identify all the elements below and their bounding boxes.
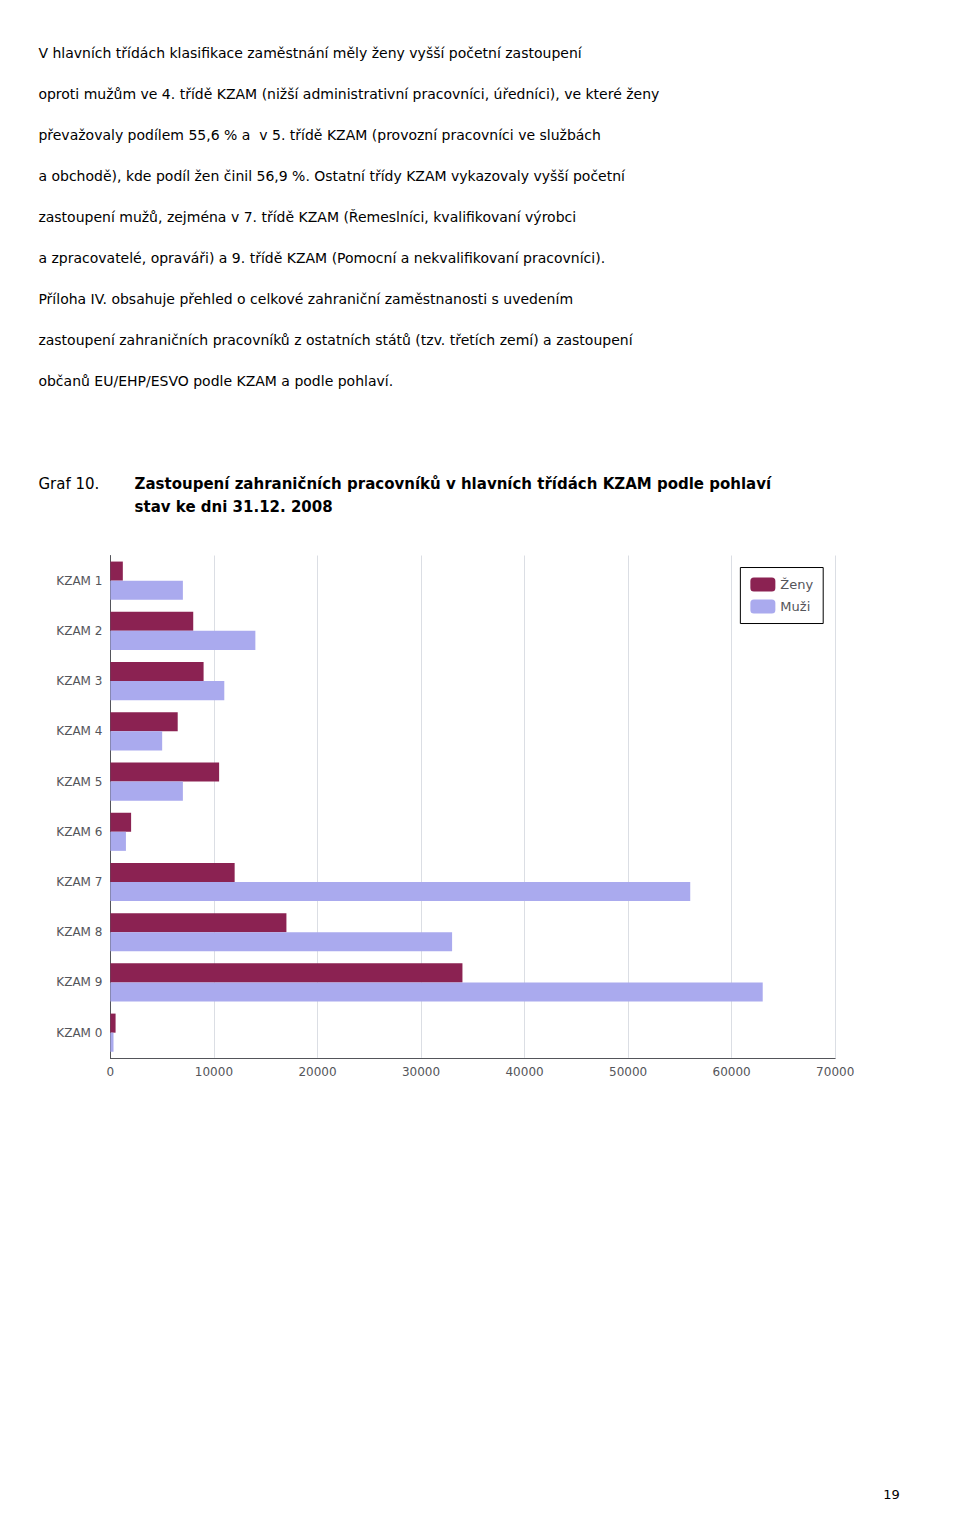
svg-text:KZAM 0: KZAM 0 (56, 1026, 102, 1040)
svg-text:KZAM 6: KZAM 6 (56, 825, 102, 839)
svg-text:občanů EU/EHP/ESVO podle KZAM: občanů EU/EHP/ESVO podle KZAM a podle po… (38, 373, 393, 389)
svg-text:a obchodě), kde podíl žen čini: a obchodě), kde podíl žen činil 56,9 %. … (38, 168, 626, 184)
svg-text:Graf 10.: Graf 10. (38, 475, 99, 493)
svg-text:70000: 70000 (816, 1065, 854, 1079)
svg-text:0: 0 (107, 1065, 115, 1079)
svg-text:Muži: Muži (780, 599, 810, 614)
svg-text:V hlavních třídách klasifikace: V hlavních třídách klasifikace zaměstnán… (38, 45, 582, 61)
svg-text:19: 19 (883, 1487, 900, 1502)
svg-text:KZAM 3: KZAM 3 (56, 674, 102, 688)
svg-text:Ženy: Ženy (780, 577, 813, 592)
svg-text:KZAM 9: KZAM 9 (56, 975, 102, 989)
svg-text:40000: 40000 (505, 1065, 543, 1079)
svg-text:60000: 60000 (713, 1065, 751, 1079)
svg-text:KZAM 5: KZAM 5 (56, 775, 102, 789)
svg-text:KZAM 2: KZAM 2 (56, 624, 102, 638)
svg-text:a zpracovatelé, opraváři) a 9.: a zpracovatelé, opraváři) a 9. třídě KZA… (38, 250, 605, 266)
svg-text:oproti mužům ve 4. třídě KZAM: oproti mužům ve 4. třídě KZAM (nižší adm… (38, 86, 659, 102)
svg-text:KZAM 7: KZAM 7 (56, 875, 102, 889)
svg-text:10000: 10000 (195, 1065, 233, 1079)
svg-text:KZAM 8: KZAM 8 (56, 925, 102, 939)
svg-text:30000: 30000 (402, 1065, 440, 1079)
svg-text:stav ke dni 31.12. 2008: stav ke dni 31.12. 2008 (135, 498, 333, 516)
svg-text:50000: 50000 (609, 1065, 647, 1079)
svg-text:20000: 20000 (298, 1065, 336, 1079)
svg-text:zastoupení mužů, zejména v 7.: zastoupení mužů, zejména v 7. třídě KZAM… (38, 209, 576, 225)
svg-text:Příloha IV. obsahuje přehled o: Příloha IV. obsahuje přehled o celkové z… (38, 291, 573, 307)
svg-text:převažovaly podílem 55,6 % a: převažovaly podílem 55,6 % a v 5. třídě … (38, 127, 601, 143)
svg-text:zastoupení zahraničních pracov: zastoupení zahraničních pracovníků z ost… (38, 332, 633, 348)
svg-text:KZAM 4: KZAM 4 (56, 724, 102, 738)
svg-text:KZAM 1: KZAM 1 (56, 574, 102, 588)
svg-text:Zastoupení zahraničních pracov: Zastoupení zahraničních pracovníků v hla… (135, 475, 772, 493)
